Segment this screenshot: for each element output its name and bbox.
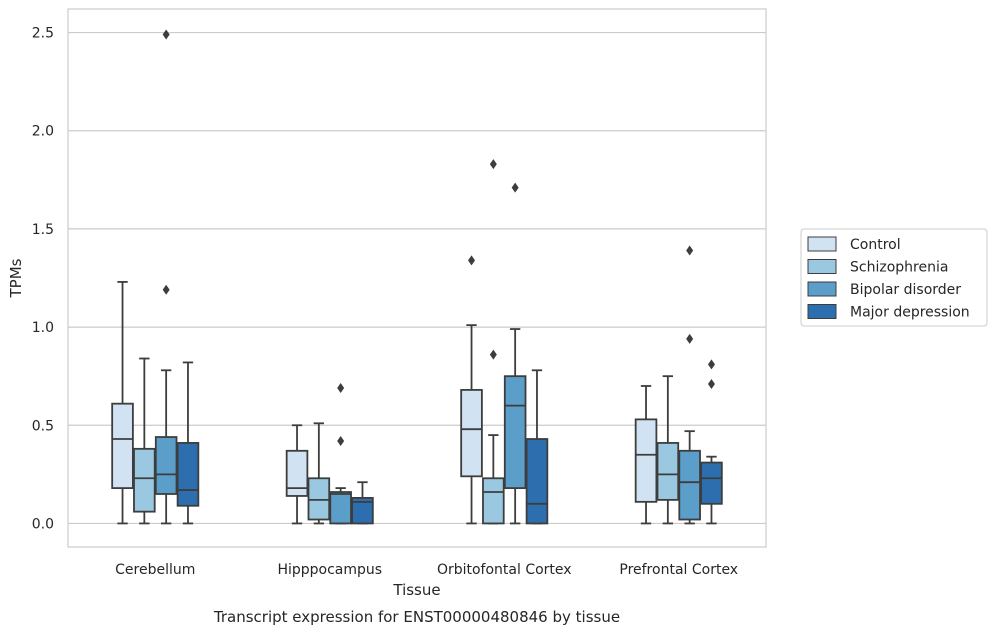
outlier-point — [337, 435, 345, 446]
box-body — [133, 447, 156, 513]
box-3-2 — [678, 245, 701, 525]
box-1-1 — [307, 422, 331, 525]
box-groups — [111, 29, 723, 525]
y-tick-label: 2.0 — [32, 124, 54, 140]
legend: Control Schizophrenia Bipolar disorder Majo… — [800, 228, 988, 327]
outlier-point — [337, 382, 345, 393]
x-tick-label: Orbitofontal Cortex — [437, 562, 572, 578]
plot-frame — [67, 8, 767, 548]
x-tick-labels: Cerebellum Hipppocampus Orbitofontal Corte… — [115, 562, 738, 578]
x-tick-label: Hipppocampus — [277, 562, 382, 578]
outlier-point — [686, 333, 694, 344]
box-body — [634, 418, 658, 503]
outlier-point — [162, 284, 170, 295]
box-1-2 — [329, 382, 352, 525]
figure-caption: Transcript expression for ENST0000048084… — [213, 608, 620, 626]
outlier-point — [162, 29, 170, 40]
box-body — [482, 477, 505, 525]
box-0-2 — [154, 29, 178, 525]
outlier-point — [489, 159, 497, 170]
box-body — [176, 442, 200, 507]
box-2-3 — [525, 369, 549, 525]
legend-swatch — [807, 259, 837, 274]
box-2-1 — [482, 159, 505, 525]
box-1-3 — [351, 481, 374, 525]
outlier-point — [707, 359, 715, 370]
legend-label: Bipolar disorder — [850, 282, 961, 298]
outlier-point — [489, 349, 497, 360]
legend-label: Schizophrenia — [850, 260, 948, 276]
box-body — [700, 461, 723, 505]
box-body — [285, 449, 309, 497]
box-body — [678, 449, 701, 521]
box-body — [154, 436, 178, 495]
x-tick-label: Cerebellum — [115, 562, 195, 578]
box-3-1 — [656, 375, 680, 525]
legend-label: Control — [850, 237, 901, 253]
y-tick-labels: 0.0 0.5 1.0 1.5 2.0 2.5 — [32, 26, 54, 533]
outlier-point — [686, 245, 694, 256]
box-body — [307, 477, 331, 521]
outlier-point — [468, 255, 476, 266]
y-tick-label: 1.5 — [32, 222, 54, 238]
x-axis-title: Tissue — [392, 581, 440, 599]
y-tick-label: 0.5 — [32, 418, 54, 434]
box-body — [351, 497, 374, 525]
legend-label: Major depression — [850, 305, 970, 321]
y-tick-label: 2.5 — [32, 26, 54, 42]
box-3-0 — [634, 385, 658, 525]
legend-frame — [800, 228, 988, 327]
box-0-3 — [176, 361, 200, 525]
box-body — [525, 438, 549, 525]
y-axis-title: TPMs — [7, 258, 25, 298]
box-0-1 — [133, 357, 156, 525]
box-body — [111, 402, 134, 489]
legend-swatch — [807, 281, 837, 297]
box-2-2 — [503, 182, 527, 525]
box-body — [329, 491, 352, 525]
legend-swatch — [807, 304, 837, 319]
y-tick-label: 1.0 — [32, 320, 54, 336]
y-tick-label: 0.0 — [32, 516, 54, 532]
box-3-3 — [700, 359, 723, 525]
box-2-0 — [460, 255, 483, 525]
box-1-0 — [285, 424, 309, 525]
box-body — [503, 375, 527, 489]
box-body — [656, 442, 680, 501]
box-body — [460, 389, 483, 478]
outlier-point — [707, 379, 715, 390]
outlier-point — [511, 182, 519, 193]
legend-swatch — [807, 236, 837, 252]
x-tick-label: Prefrontal Cortex — [619, 562, 738, 578]
box-0-0 — [111, 281, 134, 525]
